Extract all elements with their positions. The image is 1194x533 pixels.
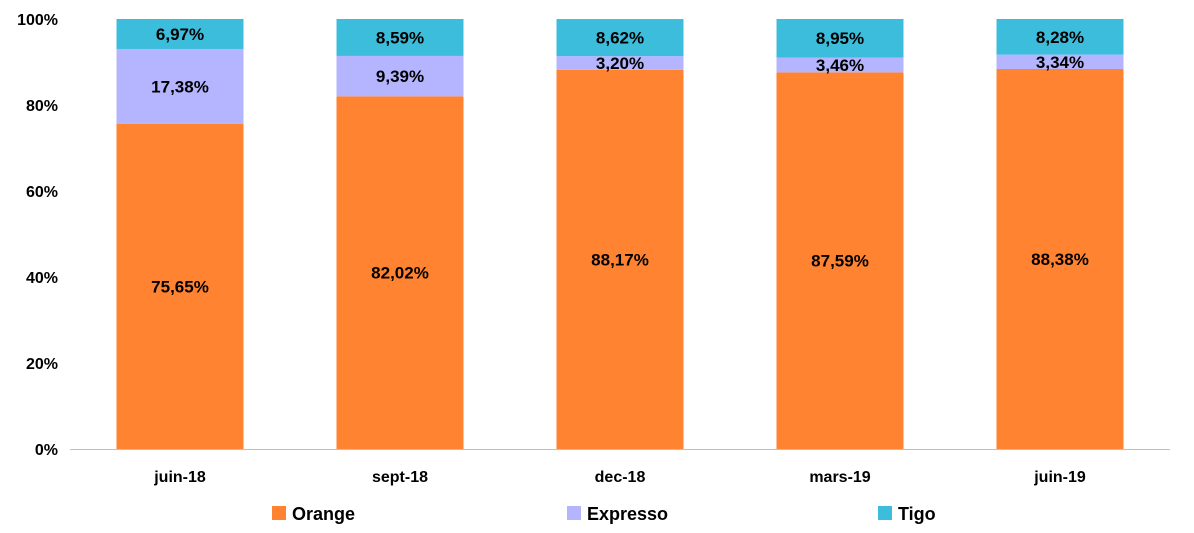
data-label-orange-sept-18: 82,02% — [371, 264, 429, 283]
x-tick-label-dec-18: dec-18 — [595, 469, 646, 486]
data-label-tigo-juin-19: 8,28% — [1036, 28, 1084, 47]
bar-expresso-mars-19 — [776, 57, 904, 73]
data-label-orange-dec-18: 88,17% — [591, 250, 649, 269]
y-tick-label-0: 0% — [35, 442, 58, 459]
data-label-expresso-sept-18: 9,39% — [376, 67, 424, 86]
bar-tigo-juin-18 — [116, 19, 244, 49]
bar-orange-mars-19 — [776, 72, 904, 449]
bar-orange-juin-18 — [116, 123, 244, 449]
data-labels: 75,65% 17,38% 6,97% 82,02% 9,39% 8,59% 88,17% 3… — [151, 25, 1089, 296]
bar-orange-juin-19 — [996, 68, 1124, 449]
x-axis: juin-18 sept-18 dec-18 mars-19 juin-19 — [70, 449, 1170, 486]
bar-orange-dec-18 — [556, 69, 684, 449]
data-label-tigo-sept-18: 8,59% — [376, 28, 424, 47]
bar-tigo-sept-18 — [336, 19, 464, 56]
y-tick-label-20: 20% — [26, 356, 58, 373]
bar-orange-sept-18 — [336, 96, 464, 450]
bar-expresso-juin-19 — [996, 54, 1124, 69]
data-label-expresso-mars-19: 3,46% — [816, 56, 864, 75]
data-label-expresso-juin-18: 17,38% — [151, 77, 209, 96]
y-axis: 0% 20% 40% 60% 80% 100% — [17, 12, 58, 459]
bar-expresso-sept-18 — [336, 55, 464, 97]
x-tick-label-juin-18: juin-18 — [153, 469, 206, 486]
data-label-tigo-dec-18: 8,62% — [596, 29, 644, 48]
bar-expresso-juin-18 — [116, 48, 244, 124]
data-label-expresso-juin-19: 3,34% — [1036, 53, 1084, 72]
legend-swatch-expresso — [567, 506, 581, 520]
legend-label-tigo: Tigo — [898, 504, 936, 524]
y-tick-label-60: 60% — [26, 184, 58, 201]
legend: Orange Expresso Tigo — [272, 504, 936, 524]
y-tick-label-40: 40% — [26, 270, 58, 287]
legend-swatch-orange — [272, 506, 286, 520]
bars — [116, 19, 1124, 450]
y-tick-label-100: 100% — [17, 12, 58, 29]
x-tick-label-juin-19: juin-19 — [1033, 469, 1086, 486]
legend-label-orange: Orange — [292, 504, 355, 524]
x-tick-label-mars-19: mars-19 — [809, 469, 870, 486]
bar-tigo-dec-18 — [556, 19, 684, 57]
y-tick-label-80: 80% — [26, 98, 58, 115]
data-label-orange-mars-19: 87,59% — [811, 252, 869, 271]
bar-tigo-juin-19 — [996, 19, 1124, 55]
x-tick-label-sept-18: sept-18 — [372, 469, 428, 486]
legend-label-expresso: Expresso — [587, 504, 668, 524]
data-label-tigo-juin-18: 6,97% — [156, 25, 204, 44]
data-label-orange-juin-18: 75,65% — [151, 277, 209, 296]
legend-swatch-tigo — [878, 506, 892, 520]
data-label-tigo-mars-19: 8,95% — [816, 29, 864, 48]
data-label-expresso-dec-18: 3,20% — [596, 54, 644, 73]
bar-tigo-mars-19 — [776, 19, 904, 58]
bar-expresso-dec-18 — [556, 56, 684, 70]
data-label-orange-juin-19: 88,38% — [1031, 250, 1089, 269]
